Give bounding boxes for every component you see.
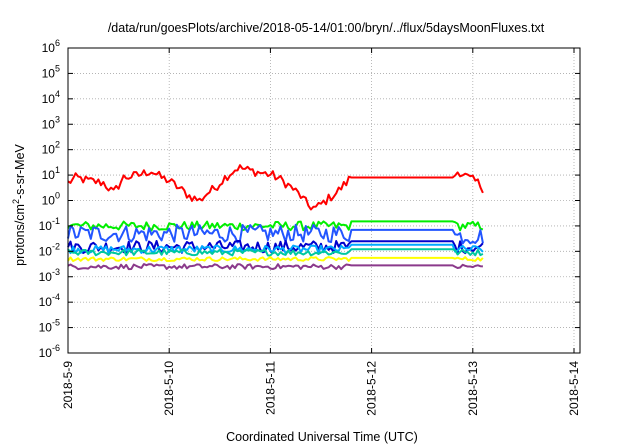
- y-tick-label: 106: [42, 38, 60, 55]
- y-tick-exponent: 0: [55, 191, 60, 201]
- y-tick-label: 104: [42, 89, 60, 106]
- y-tick-exponent: 2: [55, 140, 60, 150]
- chart-title: /data/run/goesPlots/archive/2018-05-14/0…: [108, 21, 545, 35]
- y-tick-label: 10-5: [39, 318, 60, 335]
- y-tick-exponent: -2: [52, 241, 60, 251]
- x-tick-label: 2018-5-11: [263, 361, 277, 415]
- series-line-2: [67, 220, 484, 232]
- y-tick-exponent: 4: [55, 89, 60, 99]
- y-tick-base: 10: [42, 41, 56, 55]
- series-line-7: [67, 256, 484, 262]
- x-tick-label: 2018-5-9: [61, 361, 75, 409]
- y-tick-label: 10-1: [39, 216, 60, 233]
- y-tick-exponent: 1: [55, 165, 60, 175]
- y-tick-base: 10: [42, 143, 56, 157]
- y-tick-base: 10: [42, 66, 56, 80]
- y-tick-base: 10: [39, 244, 53, 258]
- y-axis-label-sup: 2: [11, 199, 21, 204]
- y-tick-base: 10: [39, 321, 53, 335]
- y-tick-base: 10: [39, 219, 53, 233]
- x-tick-label: 2018-5-10: [162, 361, 176, 416]
- y-tick-labels: 10-610-510-410-310-210-11001011021031041…: [39, 38, 60, 360]
- x-axis-label: Coordinated Universal Time (UTC): [226, 430, 418, 444]
- series-line-5: [67, 243, 484, 255]
- y-tick-base: 10: [42, 92, 56, 106]
- y-tick-exponent: -3: [52, 267, 60, 277]
- x-tick-label: 2018-5-13: [466, 361, 480, 416]
- y-tick-exponent: -1: [52, 216, 60, 226]
- y-tick-label: 102: [42, 140, 60, 157]
- y-tick-base: 10: [42, 117, 56, 131]
- series-layer: [67, 164, 484, 271]
- series-line-3: [67, 223, 484, 245]
- y-tick-base: 10: [42, 194, 56, 208]
- y-axis-label: protons/cm2-s-sr-MeV: [11, 143, 27, 265]
- y-tick-label: 10-2: [39, 241, 60, 258]
- y-tick-label: 10-3: [39, 267, 60, 284]
- y-tick-label: 10-4: [39, 292, 60, 309]
- y-tick-exponent: 6: [55, 38, 60, 48]
- x-tick-label: 2018-5-12: [365, 361, 379, 416]
- y-tick-label: 101: [42, 165, 60, 182]
- x-tick-labels: 2018-5-9 2018-5-10 2018-5-11 2018-5-12 2018-…: [61, 361, 581, 416]
- x-tick-label: 2018-5-14: [567, 361, 581, 416]
- y-tick-exponent: 3: [55, 114, 60, 124]
- y-tick-base: 10: [39, 270, 53, 284]
- series-line-8: [67, 263, 483, 271]
- y-tick-exponent: 5: [55, 63, 60, 73]
- series-line-6: [67, 248, 484, 257]
- y-tick-base: 10: [39, 295, 53, 309]
- y-tick-exponent: -6: [52, 343, 60, 353]
- y-tick-exponent: -5: [52, 318, 60, 328]
- y-tick-label: 103: [42, 114, 60, 131]
- ticks: [67, 47, 580, 354]
- series-line-4: [67, 240, 484, 255]
- series-line-1: [67, 164, 484, 211]
- y-tick-label: 100: [42, 191, 60, 208]
- y-tick-label: 105: [42, 63, 60, 80]
- y-tick-exponent: -4: [52, 292, 60, 302]
- y-tick-label: 10-6: [39, 343, 60, 360]
- y-axis-label-rest: -s-sr-MeV: [13, 143, 27, 199]
- y-tick-base: 10: [42, 168, 56, 182]
- y-tick-base: 10: [39, 346, 53, 360]
- y-axis-label-base: protons/cm: [13, 204, 27, 266]
